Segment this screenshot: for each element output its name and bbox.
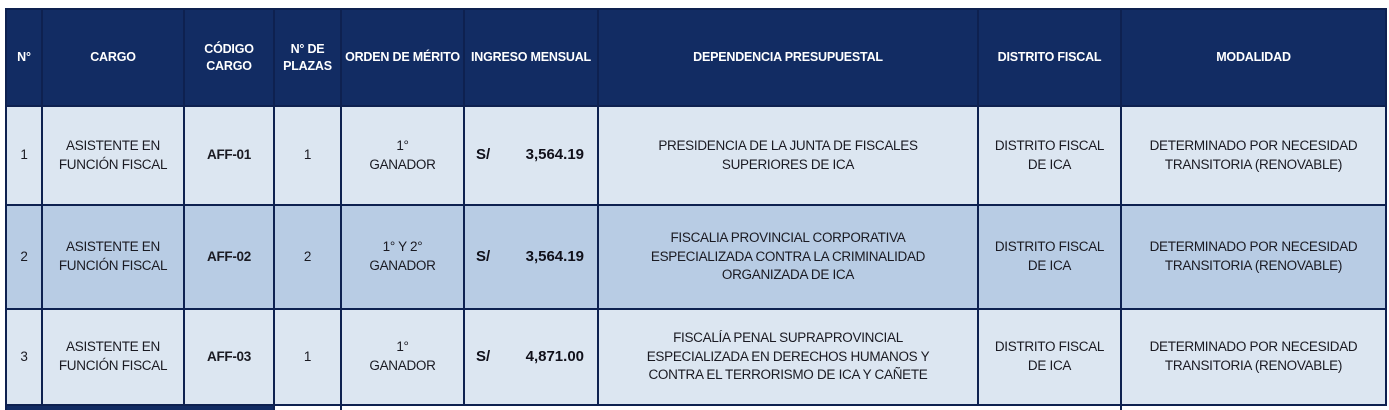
header-cell-codigo-cargo: CÓDIGO CARGO (183, 8, 275, 107)
header-cell-dependencia: DEPENDENCIA PRESUPUESTAL (597, 8, 979, 107)
cell-dependencia: PRESIDENCIA DE LA JUNTA DE FISCALES SUPE… (597, 105, 979, 206)
header-cell-ingreso-mensual: INGRESO MENSUAL (463, 8, 599, 107)
cell-orden-merito: 1° GANADOR (340, 308, 465, 406)
cell-cargo: ASISTENTE EN FUNCIÓN FISCAL (41, 204, 185, 310)
partial-navy-block (5, 404, 275, 410)
cell-modalidad: DETERMINADO POR NECESIDAD TRANSITORIA (R… (1120, 308, 1387, 406)
amount-value: 3,564.19 (525, 247, 584, 265)
header-cell-distrito-fiscal: DISTRITO FISCAL (977, 8, 1122, 107)
cell-ingreso-mensual: S/ 3,564.19 (463, 105, 599, 206)
cell-cargo: ASISTENTE EN FUNCIÓN FISCAL (41, 105, 185, 206)
amount-value: 4,871.00 (525, 347, 584, 365)
cell-dependencia: FISCALÍA PENAL SUPRAPROVINCIAL ESPECIALI… (597, 308, 979, 406)
cell-num-plazas: 1 (273, 308, 342, 406)
header-cell-numero: N° (5, 8, 43, 107)
currency-symbol: S/ (476, 347, 491, 365)
cell-codigo-cargo: AFF-01 (183, 105, 275, 206)
currency-symbol: S/ (476, 146, 491, 164)
amount-value: 3,564.19 (525, 146, 584, 164)
cell-numero: 2 (5, 204, 43, 310)
cell-ingreso-mensual: S/ 4,871.00 (463, 308, 599, 406)
cell-distrito-fiscal: DISTRITO FISCAL DE ICA (977, 308, 1122, 406)
table-row: 3 ASISTENTE EN FUNCIÓN FISCAL AFF-03 1 1… (5, 308, 1387, 406)
table-row: 2 ASISTENTE EN FUNCIÓN FISCAL AFF-02 2 1… (5, 204, 1387, 310)
cell-num-plazas: 2 (273, 204, 342, 310)
table-header-row: N° CARGO CÓDIGO CARGO N° DE PLAZAS ORDEN… (5, 8, 1387, 107)
header-cell-cargo: CARGO (41, 8, 185, 107)
cell-numero: 1 (5, 105, 43, 206)
plazas-table: N° CARGO CÓDIGO CARGO N° DE PLAZAS ORDEN… (5, 8, 1387, 410)
partial-cutoff-row (5, 404, 1386, 410)
cell-codigo-cargo: AFF-03 (183, 308, 275, 406)
partial-cell (341, 404, 464, 410)
cell-modalidad: DETERMINADO POR NECESIDAD TRANSITORIA (R… (1120, 105, 1387, 206)
cell-ingreso-mensual: S/ 3,564.19 (463, 204, 599, 310)
cell-distrito-fiscal: DISTRITO FISCAL DE ICA (977, 105, 1122, 206)
header-cell-modalidad: MODALIDAD (1120, 8, 1387, 107)
cell-orden-merito: 1° Y 2° GANADOR (340, 204, 465, 310)
partial-cell (978, 404, 1122, 410)
cell-modalidad: DETERMINADO POR NECESIDAD TRANSITORIA (R… (1120, 204, 1387, 310)
cell-orden-merito: 1° GANADOR (340, 105, 465, 206)
header-cell-num-plazas: N° DE PLAZAS (273, 8, 342, 107)
cell-num-plazas: 1 (273, 105, 342, 206)
header-cell-orden-merito: ORDEN DE MÉRITO (340, 8, 465, 107)
currency-symbol: S/ (476, 247, 491, 265)
cell-numero: 3 (5, 308, 43, 406)
table-row: 1 ASISTENTE EN FUNCIÓN FISCAL AFF-01 1 1… (5, 105, 1387, 206)
partial-cell (274, 404, 342, 410)
partial-cell (598, 404, 978, 410)
cell-dependencia: FISCALIA PROVINCIAL CORPORATIVA ESPECIAL… (597, 204, 979, 310)
cell-codigo-cargo: AFF-02 (183, 204, 275, 310)
cell-distrito-fiscal: DISTRITO FISCAL DE ICA (977, 204, 1122, 310)
cell-cargo: ASISTENTE EN FUNCIÓN FISCAL (41, 308, 185, 406)
partial-cell (464, 404, 598, 410)
partial-cell (1121, 404, 1386, 410)
